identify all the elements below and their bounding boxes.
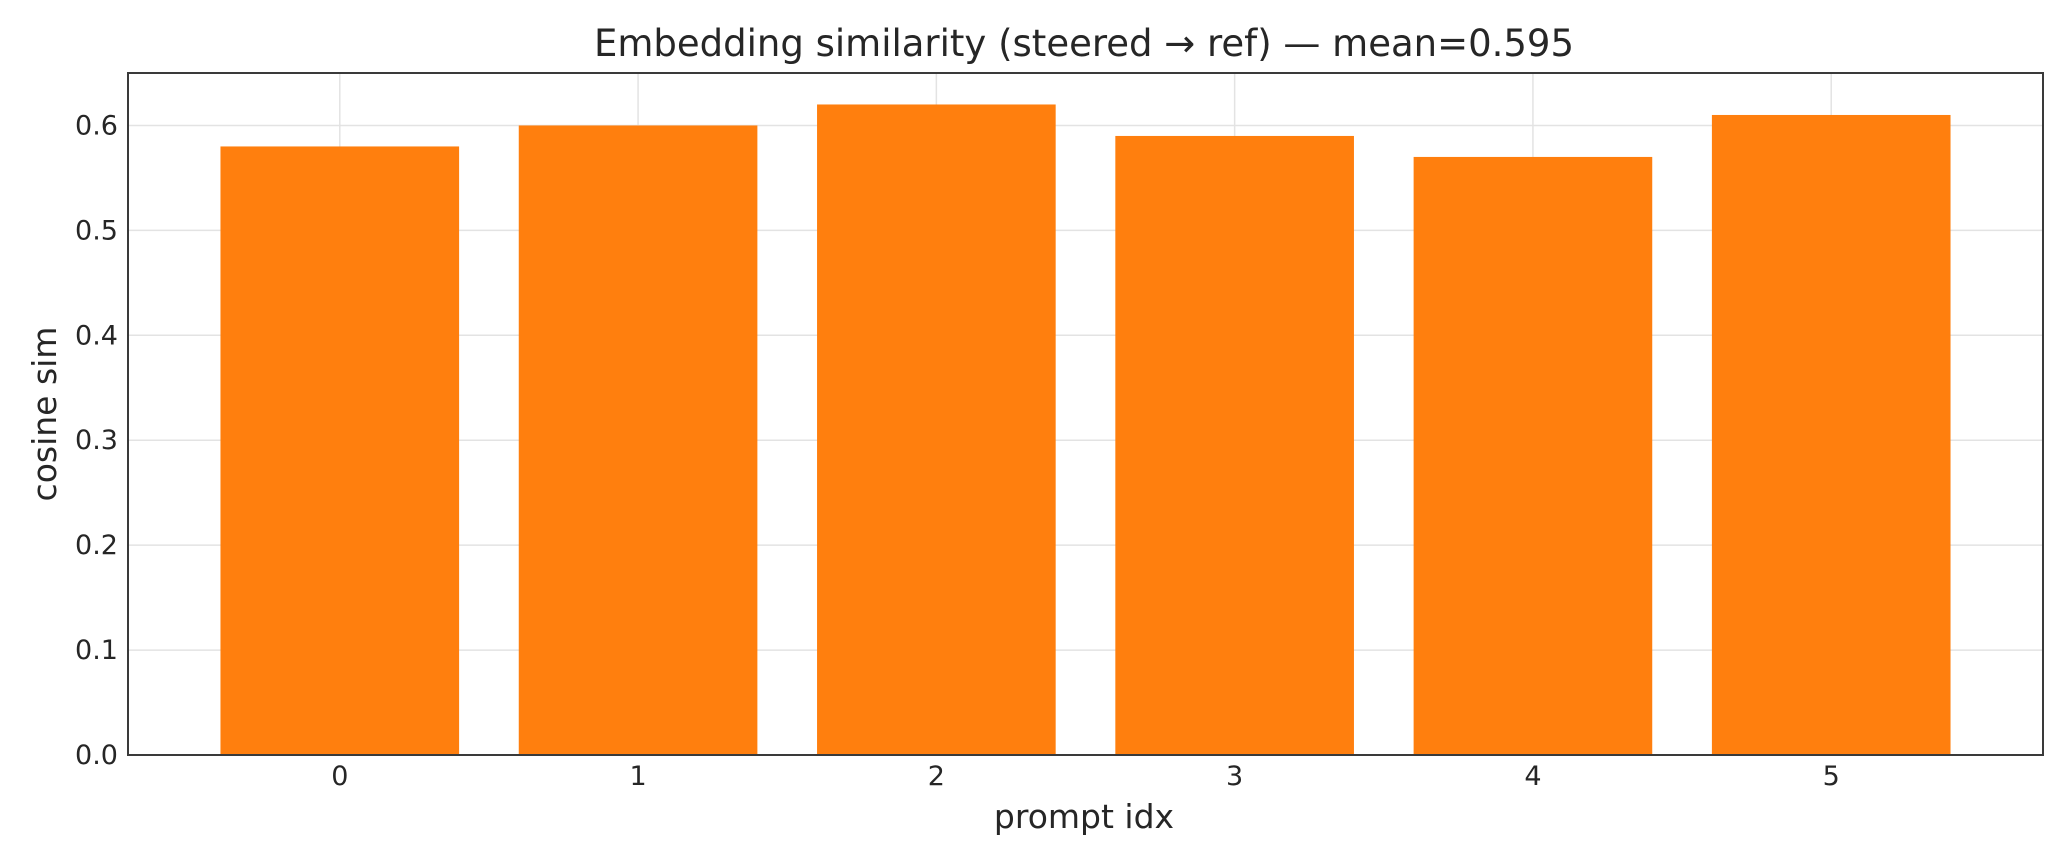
x-axis-ticks: 0 1 2 3 4 5: [331, 761, 1840, 792]
x-tick-label: 0: [331, 761, 348, 792]
x-axis-label: prompt idx: [994, 797, 1174, 836]
x-tick-label: 4: [1524, 761, 1541, 792]
y-tick-label: 0.1: [75, 635, 118, 666]
chart-title: Embedding similarity (steered → ref) — m…: [594, 22, 1574, 65]
bar-3: [1115, 135, 1354, 755]
plot-frame: [127, 72, 2044, 756]
y-tick-label: 0.3: [75, 425, 118, 456]
y-tick-label: 0.5: [75, 215, 118, 246]
x-tick-label: 2: [928, 761, 945, 792]
bar-4: [1413, 156, 1653, 755]
y-axis-label: cosine sim: [25, 327, 64, 502]
y-axis-ticks: 0.0 0.1 0.2 0.3 0.4 0.5 0.6: [75, 110, 118, 771]
y-tick-label: 0.4: [75, 320, 118, 351]
x-tick-label: 1: [629, 761, 646, 792]
bar-2: [817, 104, 1056, 755]
y-tick-label: 0.0: [75, 740, 118, 771]
x-tick-label: 5: [1823, 761, 1840, 792]
bar-5: [1711, 114, 1951, 755]
y-tick-label: 0.6: [75, 110, 118, 141]
bar-0: [220, 146, 460, 755]
bar-1: [518, 125, 758, 755]
y-tick-label: 0.2: [75, 530, 118, 561]
x-tick-label: 3: [1226, 761, 1243, 792]
bars-group: [220, 104, 1951, 755]
